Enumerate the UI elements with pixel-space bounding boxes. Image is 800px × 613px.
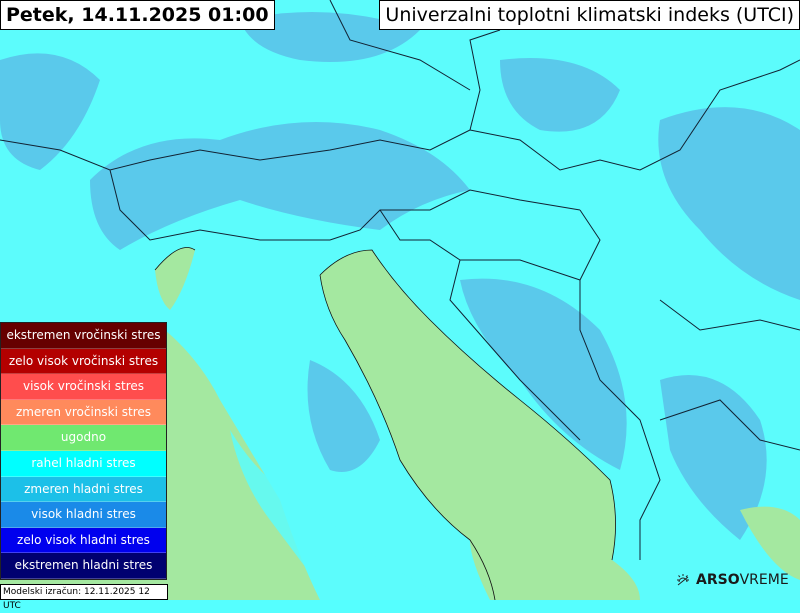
legend-item-moderate-cold: zmeren hladni stres [1,476,166,503]
legend-item-comfortable: ugodno [1,425,166,451]
utci-legend: ekstremen vročinski stres zelo visok vro… [0,322,167,580]
country-borders [0,0,800,560]
legend-item-extreme-heat: ekstremen vročinski stres [1,323,166,349]
legend-item-strong-cold: visok hladni stres [1,502,166,528]
model-run-label: Modelski izračun: 12.11.2025 12 UTC [0,584,168,611]
coastlines [154,247,616,600]
brand-vreme: VREME [739,572,789,588]
map-title: Univerzalni toplotni klimatski indeks (U… [379,0,800,30]
legend-item-moderate-heat: zmeren vročinski stres [1,399,166,426]
legend-item-strong-heat: visok vročinski stres [1,374,166,400]
legend-item-very-strong-cold: zelo visok hladni stres [1,527,166,554]
brand-arso: ARSO [696,572,740,588]
legend-item-slight-cold: rahel hladni stres [1,450,166,477]
sun-icon [677,574,689,586]
legend-item-very-strong-heat: zelo visok vročinski stres [1,348,166,375]
legend-item-extreme-cold: ekstremen hladni stres [1,553,166,579]
date-title: Petek, 14.11.2025 01:00 [0,0,275,30]
moderate-cold-areas [0,12,800,540]
arso-vreme-logo: ARSOVREME [676,572,789,588]
italy-land [230,430,450,600]
